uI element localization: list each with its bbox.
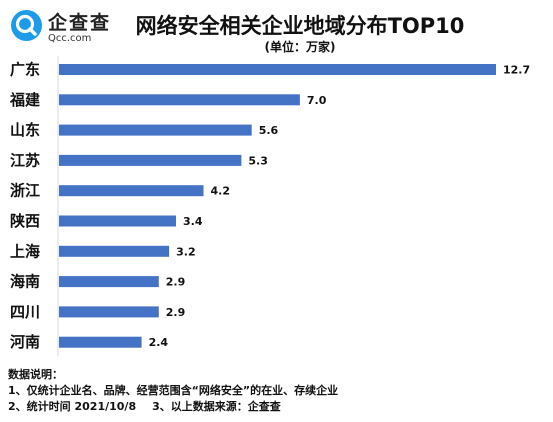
bar	[59, 245, 170, 257]
value-label: 5.3	[248, 154, 267, 167]
category-label: 福建	[9, 91, 41, 109]
category-label: 四川	[10, 303, 40, 321]
brand-logo: 企查查 Qcc.com	[11, 7, 123, 47]
value-label: 5.6	[259, 124, 279, 137]
notes-line-2: 2、统计时间 2021/10/8 3、以上数据来源：企查查	[8, 399, 548, 415]
data-notes: 数据说明： 1、仅统计企业名、品牌、经营范围含“网络安全”的在业、存续企业 2、…	[8, 367, 548, 415]
category-label: 河南	[10, 333, 40, 351]
chart-unit: (单位：万家)	[264, 40, 336, 54]
notes-heading: 数据说明：	[8, 368, 63, 381]
value-label: 3.4	[183, 215, 203, 228]
bar	[59, 94, 300, 106]
category-label: 山东	[10, 121, 40, 139]
notes-line-2a: 2、统计时间 2021/10/8	[8, 400, 137, 413]
bar	[59, 185, 204, 197]
bar	[59, 306, 159, 318]
bar	[59, 215, 176, 227]
chart-title: 网络安全相关企业地域分布TOP10	[135, 14, 465, 38]
value-label: 7.0	[307, 94, 327, 107]
category-label: 陕西	[10, 212, 40, 230]
bar-chart: 广东 12.7 福建 7.0 山东 5.6 江苏 5.3 浙江 4.2 陕西 3.4 上海 3.2 海南 2.…	[9, 56, 530, 356]
value-label: 3.2	[176, 245, 196, 258]
bar	[59, 64, 496, 75]
category-label: 浙江	[10, 182, 40, 200]
category-label: 上海	[10, 242, 40, 260]
brand-domain: Qcc.com	[48, 33, 92, 44]
category-label: 海南	[10, 273, 40, 291]
category-label: 广东	[10, 61, 40, 79]
brand-name: 企查查	[48, 12, 112, 34]
value-label: 2.4	[149, 336, 169, 349]
qcc-logo-icon	[11, 10, 42, 41]
bar	[59, 276, 159, 288]
notes-line-1: 1、仅统计企业名、品牌、经营范围含“网络安全”的在业、存续企业	[8, 384, 339, 397]
bar	[59, 124, 252, 136]
value-label: 4.2	[211, 185, 231, 198]
bar	[59, 336, 142, 348]
notes-line-2b: 3、以上数据来源：企查查	[152, 400, 281, 413]
value-label: 2.9	[166, 276, 186, 289]
bar	[59, 154, 242, 166]
value-label: 12.7	[503, 64, 530, 77]
value-label: 2.9	[166, 306, 186, 319]
category-label: 江苏	[10, 151, 40, 169]
